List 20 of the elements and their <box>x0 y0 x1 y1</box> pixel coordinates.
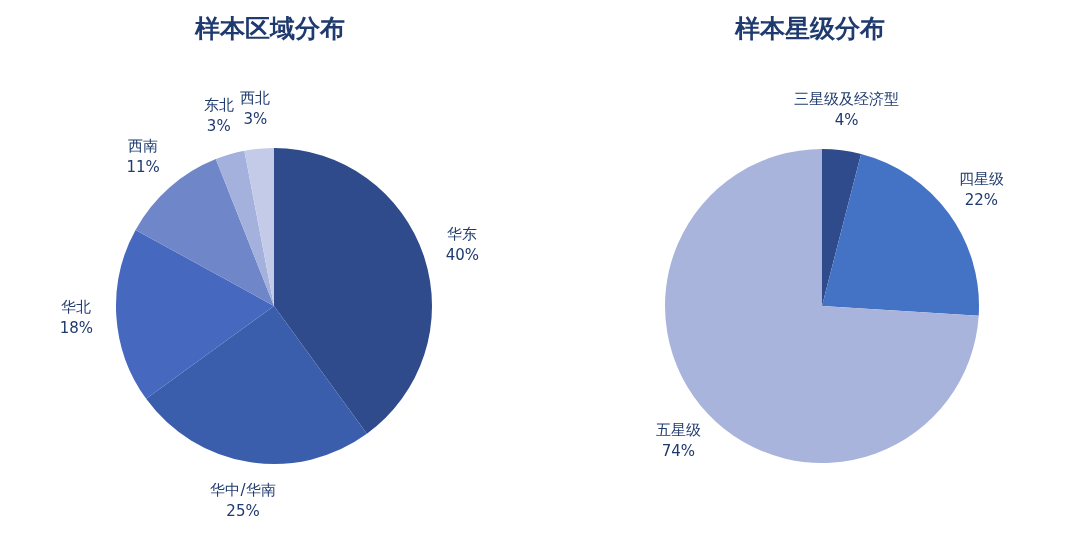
slice-label: 三星级及经济型 <box>794 90 900 109</box>
slice-label: 西北 <box>240 88 271 107</box>
data-label: 11% <box>126 158 160 177</box>
slice-label: 华中/华南 <box>210 481 276 500</box>
data-label: 18% <box>59 319 94 338</box>
data-label: 3% <box>206 116 231 135</box>
data-label: 4% <box>834 111 859 130</box>
slice-label: 西南 <box>128 137 159 156</box>
slice-label: 五星级 <box>655 420 701 439</box>
data-label: 74% <box>661 441 696 460</box>
chart-title: 样本区域分布 <box>193 13 346 45</box>
data-label: 3% <box>243 109 268 128</box>
data-label: 22% <box>964 191 999 210</box>
slice-label: 东北 <box>203 95 234 114</box>
slice-label: 四星级 <box>958 170 1004 189</box>
data-label: 25% <box>226 502 260 521</box>
chart-title: 样本星级分布 <box>733 13 886 45</box>
slice-label: 华北 <box>61 298 92 317</box>
slice-label: 华东 <box>447 224 478 243</box>
data-label: 40% <box>445 245 479 264</box>
